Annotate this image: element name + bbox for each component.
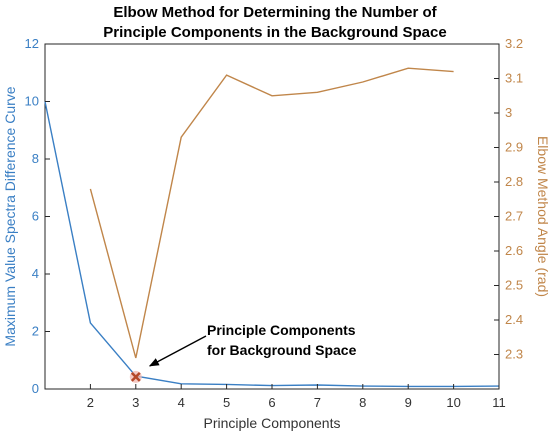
- x-tick-label: 2: [87, 395, 94, 410]
- series-layer: [44, 67, 500, 388]
- right-tick-label: 2.7: [505, 209, 523, 224]
- x-tick-label: 7: [314, 395, 321, 410]
- left-tick-label: 8: [32, 151, 39, 166]
- annotation-arrow: [148, 335, 207, 367]
- right-tick-label: 2.3: [505, 347, 523, 362]
- left-tick-label: 12: [25, 36, 39, 51]
- x-axis-label: Principle Components: [204, 415, 341, 431]
- x-axis: 2 3 4 5 6 7 8 9 10 11 Principle Components: [87, 384, 506, 431]
- chart-title-line: Principle Components in the Background S…: [103, 24, 446, 41]
- x-tick-label: 8: [359, 395, 366, 410]
- right-tick-label: 3.2: [505, 36, 523, 51]
- left-tick-label: 0: [32, 381, 39, 396]
- x-tick-label: 5: [223, 395, 230, 410]
- right-tick-label: 3: [505, 105, 512, 120]
- annotation: Principle Components for Background Space: [148, 322, 357, 367]
- left-y-axis: 0 2 4 6 8 10 12 Maximum Value Spectra Differenc…: [2, 36, 50, 396]
- right-tick-label: 3.1: [505, 71, 523, 86]
- left-tick-label: 2: [32, 324, 39, 339]
- right-tick-label: 2.9: [505, 140, 523, 155]
- selected-point-marker: [130, 372, 141, 382]
- left-axis-label: Maximum Value Spectra Difference Curve: [2, 86, 18, 346]
- left-tick-label: 4: [32, 266, 39, 281]
- x-tick-label: 9: [405, 395, 412, 410]
- right-tick-label: 2.6: [505, 243, 523, 258]
- annotation-text: for Background Space: [207, 342, 357, 358]
- right-tick-label: 2.5: [505, 278, 523, 293]
- x-tick-label: 6: [268, 395, 275, 410]
- chart-title-line: Elbow Method for Determining the Number …: [113, 4, 437, 21]
- x-tick-label: 10: [446, 395, 460, 410]
- left-tick-label: 10: [25, 94, 39, 109]
- right-y-axis: 2.3 2.4 2.5 2.6 2.7 2.8 2.9 3 3.1 3.2 Elbow Method…: [494, 36, 550, 362]
- left-tick-label: 6: [32, 209, 39, 224]
- elbow-angle-line: [89, 67, 454, 359]
- right-axis-label: Elbow Method Angle (rad): [535, 136, 550, 297]
- x-tick-label: 4: [178, 395, 185, 410]
- chart-title: Elbow Method for Determining the Number …: [103, 4, 446, 41]
- right-tick-label: 2.8: [505, 174, 523, 189]
- marker-layer: [129, 370, 142, 383]
- annotation-text: Principle Components: [207, 322, 356, 338]
- x-tick-label: 3: [132, 395, 139, 410]
- right-tick-label: 2.4: [505, 312, 523, 327]
- x-tick-label: 11: [492, 395, 506, 410]
